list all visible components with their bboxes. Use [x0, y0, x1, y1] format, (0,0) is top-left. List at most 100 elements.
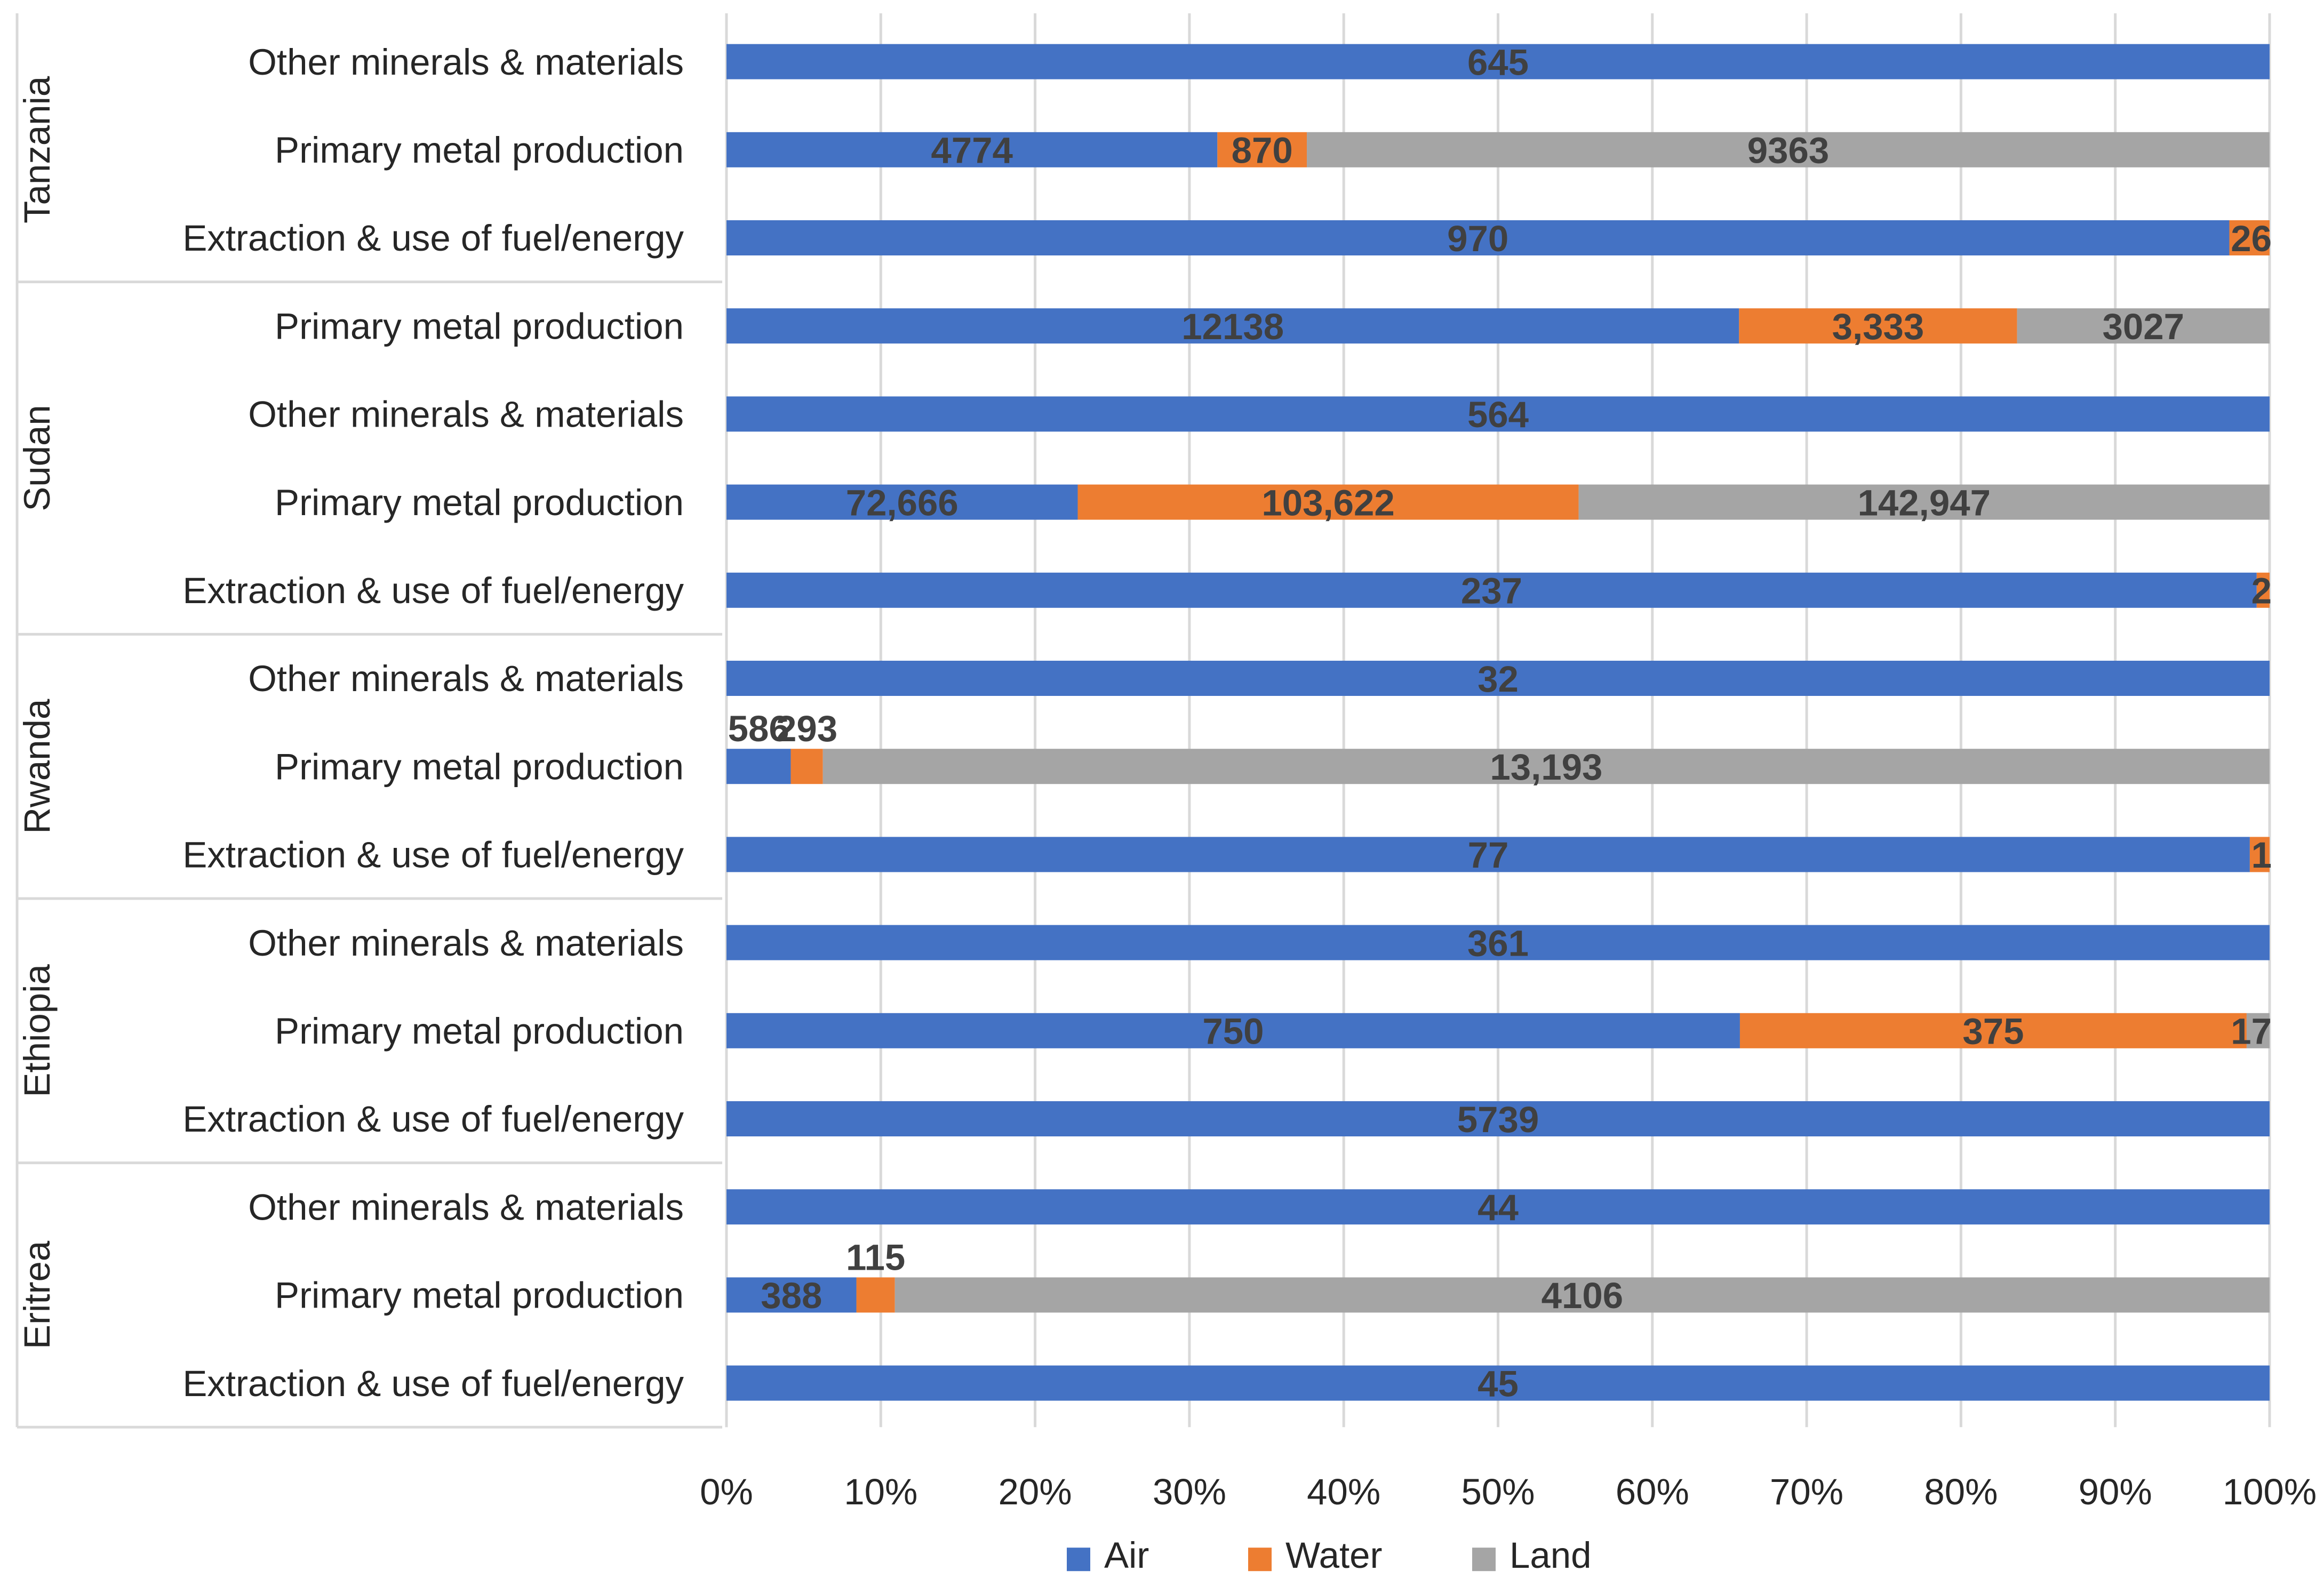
bar-segment-air: [726, 661, 2270, 696]
data-label: 237: [1461, 571, 1522, 612]
bar-segment-water: [790, 749, 823, 784]
category-label: Primary metal production: [275, 306, 684, 347]
x-tick-label: 50%: [1461, 1471, 1535, 1512]
bar-segment-water: [2229, 220, 2270, 255]
bar-segment-water: [856, 1277, 895, 1313]
bar-segment-land: [2246, 1013, 2270, 1048]
legend-swatch-water: [1248, 1548, 1272, 1572]
data-label: 17: [2231, 1011, 2272, 1052]
bar-segment-air: [726, 44, 2270, 79]
country-label: Eritrea: [17, 1240, 58, 1349]
category-label: Primary metal production: [275, 1275, 684, 1316]
bar-segment-land: [895, 1277, 2270, 1313]
category-label: Extraction & use of fuel/energy: [182, 835, 684, 876]
category-label: Extraction & use of fuel/energy: [182, 1099, 684, 1140]
bar-segment-air: [726, 1365, 2270, 1401]
bar-segment-air: [726, 396, 2270, 432]
category-label: Other minerals & materials: [248, 658, 684, 699]
legend-label: Land: [1510, 1535, 1592, 1576]
category-label: Extraction & use of fuel/energy: [182, 570, 684, 611]
legend-swatch-air: [1067, 1548, 1090, 1572]
bar-segment-water: [1217, 132, 1307, 167]
legend-label: Water: [1285, 1535, 1382, 1576]
bar-segment-air: [726, 1277, 857, 1313]
bar-segment-land: [1307, 132, 2270, 167]
data-label: 72,666: [846, 482, 959, 523]
data-label: 142,947: [1858, 482, 1991, 523]
category-label: Other minerals & materials: [248, 1187, 684, 1228]
x-tick-label: 100%: [2223, 1471, 2317, 1512]
category-label: Other minerals & materials: [248, 923, 684, 964]
data-label: 1: [2251, 835, 2272, 876]
data-label: 32: [1478, 659, 1519, 700]
x-tick-label: 60%: [1616, 1471, 1689, 1512]
category-label: Primary metal production: [275, 130, 684, 171]
bar-segment-air: [726, 837, 2250, 872]
bar-segment-water: [2249, 837, 2270, 872]
data-label: 870: [1232, 130, 1293, 171]
bar-segment-air: [726, 1189, 2270, 1225]
data-label: 115: [846, 1237, 905, 1278]
category-label: Primary metal production: [275, 482, 684, 523]
data-label: 45: [1478, 1363, 1519, 1404]
bar-segment-air: [726, 1013, 1740, 1048]
x-tick-label: 30%: [1153, 1471, 1226, 1512]
bar-segment-air: [726, 749, 791, 784]
x-tick-label: 80%: [1924, 1471, 1998, 1512]
x-tick-label: 0%: [700, 1471, 753, 1512]
data-label: 12138: [1181, 306, 1284, 347]
bar-segment-water: [1739, 1013, 2247, 1048]
data-label: 970: [1447, 218, 1508, 259]
x-tick-label: 90%: [2079, 1471, 2152, 1512]
bar-segment-air: [726, 220, 2230, 255]
bar-segment-land: [822, 749, 2270, 784]
bar-segment-water: [2256, 572, 2270, 608]
bars: [726, 44, 2270, 1401]
data-label: 645: [1467, 42, 1529, 83]
legend: Air Water Land: [1067, 1535, 1592, 1576]
x-tick-labels: 0% 10% 20% 30% 40% 50% 60% 70% 80% 90% 100%: [700, 1471, 2317, 1512]
country-label: Tanzania: [17, 76, 58, 223]
data-label: 2: [2251, 571, 2272, 612]
bar-segment-air: [726, 1101, 2270, 1136]
data-label: 564: [1467, 394, 1529, 435]
country-label: Rwanda: [17, 699, 58, 834]
x-tick-label: 20%: [999, 1471, 1072, 1512]
category-label: Primary metal production: [275, 746, 684, 787]
data-label: 13,193: [1490, 747, 1602, 788]
data-label: 750: [1202, 1011, 1264, 1052]
data-label: 4106: [1542, 1275, 1624, 1316]
data-label: 103,622: [1261, 482, 1394, 523]
bar-segment-air: [726, 308, 1739, 344]
category-label: Other minerals & materials: [248, 42, 684, 83]
data-label: 3,333: [1832, 306, 1924, 347]
category-label: Primary metal production: [275, 1011, 684, 1052]
bar-segment-water: [1739, 308, 2017, 344]
data-label: 375: [1962, 1011, 2024, 1052]
data-label: 26: [2231, 218, 2272, 259]
bar-segment-land: [2017, 308, 2270, 344]
category-labels: Tanzania Other minerals & materials Primar…: [17, 42, 684, 1404]
country-label: Ethiopia: [17, 964, 58, 1097]
country-label: Sudan: [17, 405, 58, 511]
category-label: Extraction & use of fuel/energy: [182, 218, 684, 259]
x-tick-label: 70%: [1770, 1471, 1843, 1512]
data-labels: 645 4774 870 9363 970 26 12138 3,333 3027 564 72,6…: [728, 42, 2272, 1404]
category-label: Other minerals & materials: [248, 394, 684, 435]
data-label: 293: [776, 708, 837, 749]
legend-swatch-land: [1472, 1548, 1496, 1572]
category-label: Extraction & use of fuel/energy: [182, 1363, 684, 1404]
x-tick-label: 40%: [1307, 1471, 1380, 1512]
bar-segment-air: [726, 572, 2257, 608]
data-label: 5739: [1457, 1099, 1539, 1140]
data-label: 44: [1478, 1187, 1519, 1228]
data-label: 4774: [931, 130, 1013, 171]
bar-segment-land: [1578, 484, 2270, 520]
data-label: 9363: [1747, 130, 1830, 171]
bar-segment-air: [726, 132, 1218, 167]
x-tick-label: 10%: [844, 1471, 917, 1512]
data-label: 3027: [2103, 306, 2185, 347]
data-label: 361: [1467, 923, 1529, 964]
bar-segment-air: [726, 484, 1078, 520]
